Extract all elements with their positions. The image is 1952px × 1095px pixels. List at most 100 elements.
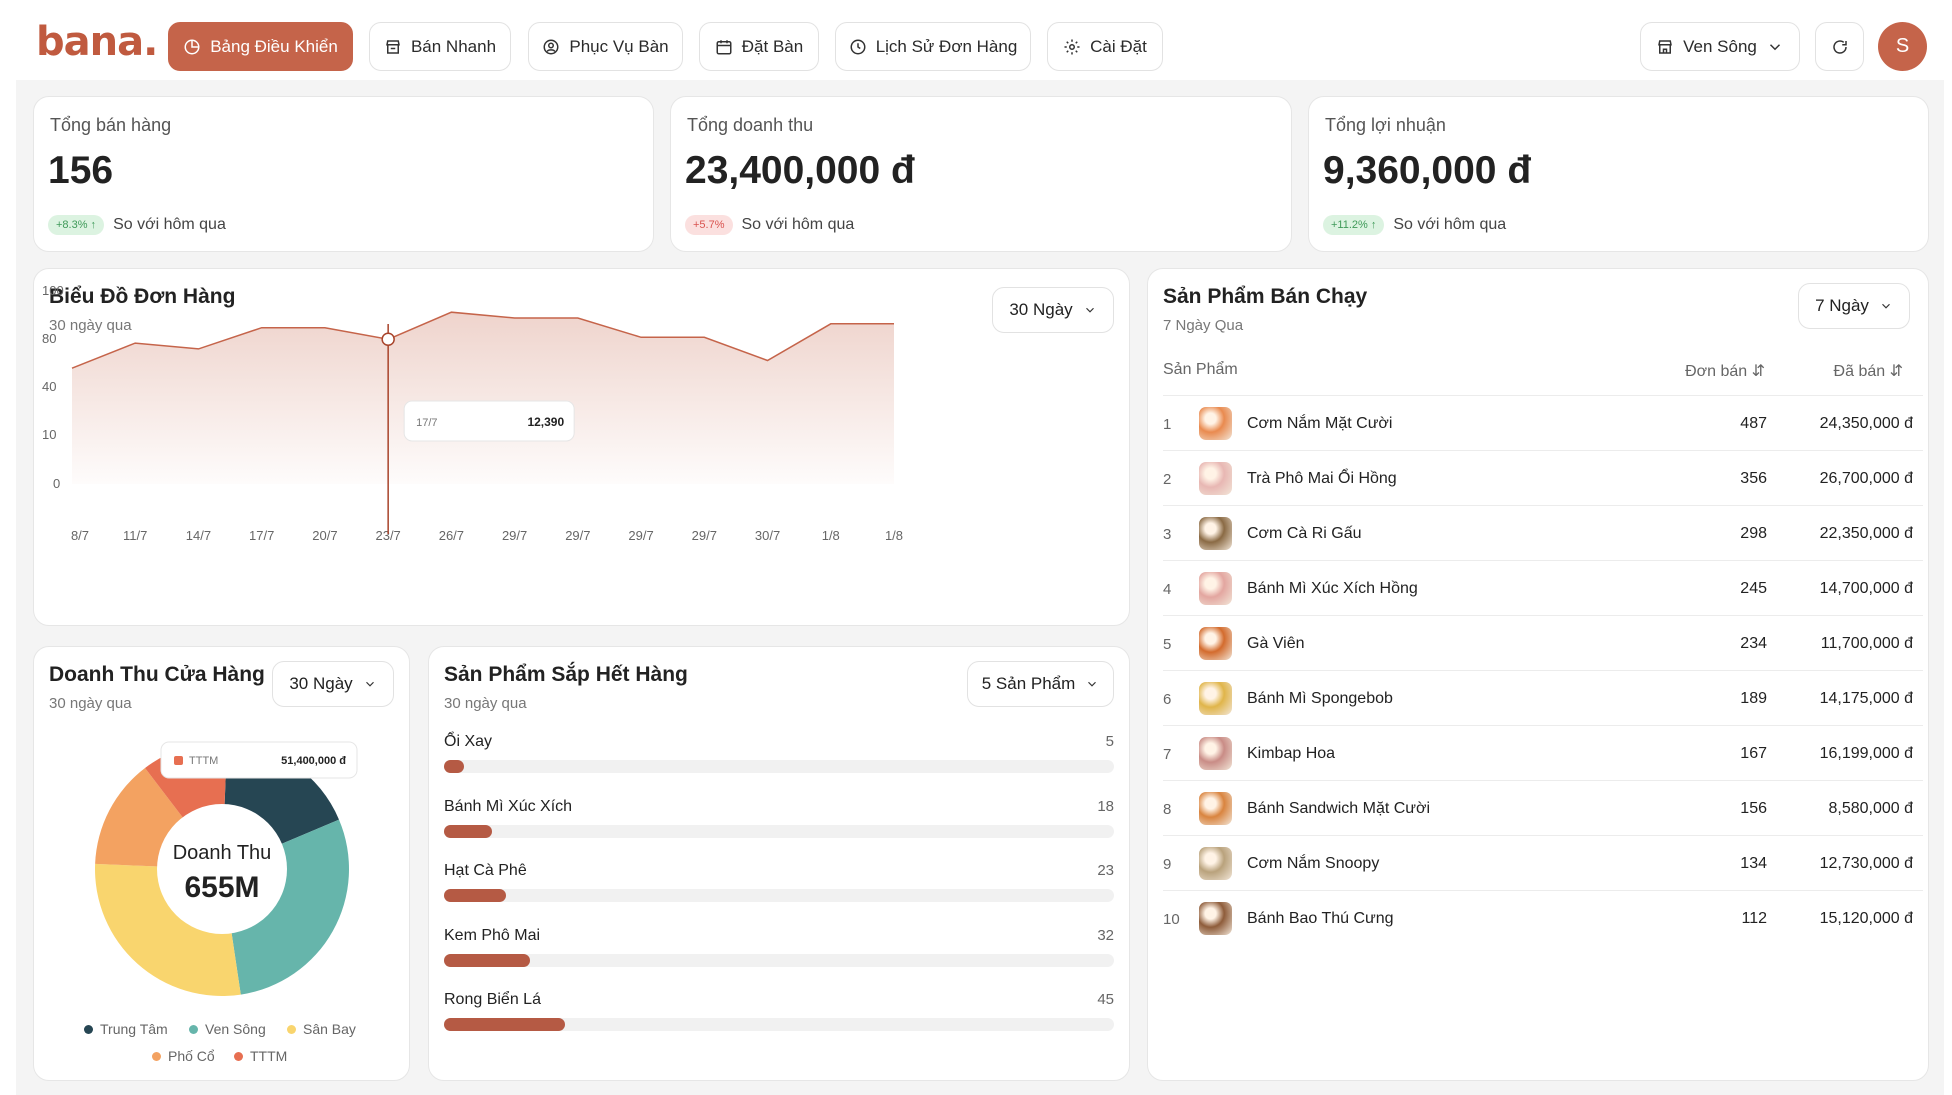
- order-chart-range-select[interactable]: 30 Ngày: [992, 287, 1114, 333]
- table-row[interactable]: 7 Kimbap Hoa 167 16,199,000 đ: [1163, 725, 1923, 780]
- table-row[interactable]: 4 Bánh Mì Xúc Xích Hồng 245 14,700,000 đ: [1163, 560, 1923, 615]
- stock-item-name: Bánh Mì Xúc Xích: [444, 797, 573, 815]
- change-badge: +8.3% ↑: [48, 215, 105, 235]
- product-thumbnail: [1199, 517, 1232, 550]
- column-header-sold[interactable]: Đã bán ⇵: [1833, 363, 1903, 380]
- table-row[interactable]: 10 Bánh Bao Thú Cưng 112 15,120,000 đ: [1163, 890, 1923, 945]
- x-tick-label: 29/7: [502, 528, 527, 543]
- product-thumbnail: [1199, 737, 1232, 770]
- nav-quick-sale-button[interactable]: Bán Nhanh: [369, 22, 511, 71]
- table-row[interactable]: 1 Cơm Nắm Mặt Cười 487 24,350,000 đ: [1163, 395, 1923, 450]
- card-subtitle: 30 ngày qua: [444, 695, 527, 712]
- product-thumbnail: [1199, 572, 1232, 605]
- series-line: [71, 311, 894, 369]
- legend-dot: [152, 1051, 161, 1061]
- nav-order-history-button[interactable]: Lịch Sử Đơn Hàng: [835, 22, 1031, 71]
- y-tick-label: 100: [42, 283, 64, 298]
- range-select-value: 30 Ngày: [289, 674, 353, 693]
- product-name: Bánh Sandwich Mặt Cười: [1247, 800, 1431, 817]
- low-stock-card: Sản Phẩm Sắp Hết Hàng 30 ngày qua 5 Sản …: [428, 646, 1130, 1081]
- table-row[interactable]: 8 Bánh Sandwich Mặt Cười 156 8,580,000 đ: [1163, 780, 1923, 835]
- table-row[interactable]: 5 Gà Viên 234 11,700,000 đ: [1163, 615, 1923, 670]
- product-sold: 15,120,000 đ: [1819, 910, 1913, 927]
- stat-value: 23,400,000 đ: [685, 149, 915, 192]
- revenue-donut-chart[interactable]: Doanh Thu 655M TTTM 51,400,000 đ: [34, 647, 411, 1082]
- x-tick-label: 23/7: [375, 528, 400, 543]
- chart-tooltip: 17/7 12,390: [403, 400, 575, 442]
- stock-item-name: Kem Phô Mai: [444, 926, 541, 944]
- card-title: Biểu Đồ Đơn Hàng: [49, 285, 236, 308]
- chevron-down-icon: [1085, 307, 1094, 313]
- product-sold: 26,700,000 đ: [1819, 470, 1913, 487]
- card-title: Doanh Thu Cửa Hàng: [49, 663, 265, 686]
- row-rank: 4: [1163, 581, 1172, 598]
- product-orders: 298: [1740, 525, 1767, 542]
- range-select-value: 30 Ngày: [1009, 300, 1073, 319]
- y-tick-label: 80: [42, 331, 56, 346]
- x-tick-label: 29/7: [565, 528, 590, 543]
- row-rank: 6: [1163, 691, 1172, 708]
- row-rank: 3: [1163, 526, 1172, 543]
- legend-dot: [234, 1051, 243, 1061]
- nav-settings-button[interactable]: Cài Đặt: [1047, 22, 1163, 71]
- row-rank: 1: [1163, 416, 1172, 433]
- column-header-orders[interactable]: Đơn bán ⇵: [1685, 363, 1765, 380]
- stat-label: Tổng bán hàng: [50, 115, 172, 135]
- product-sold: 24,350,000 đ: [1819, 415, 1913, 432]
- table-row[interactable]: 2 Trà Phô Mai Ổi Hồng 356 26,700,000 đ: [1163, 450, 1923, 505]
- product-orders: 167: [1740, 745, 1767, 762]
- product-sold: 11,700,000 đ: [1820, 635, 1913, 652]
- low-stock-range-select[interactable]: 5 Sản Phẩm: [967, 661, 1114, 707]
- stat-card-total-sales: Tổng bán hàng 156 +8.3% ↑ So với hôm qua: [33, 96, 654, 252]
- product-orders: 156: [1740, 800, 1767, 817]
- row-rank: 7: [1163, 746, 1172, 763]
- table-row[interactable]: 6 Bánh Mì Spongebob 189 14,175,000 đ: [1163, 670, 1923, 725]
- refresh-button[interactable]: [1815, 22, 1864, 71]
- highlight-point[interactable]: [381, 332, 395, 346]
- nav-table-service-button[interactable]: Phục Vụ Bàn: [528, 22, 683, 71]
- nav-reservation-button[interactable]: Đặt Bàn: [699, 22, 819, 71]
- branch-select[interactable]: Ven Sông: [1640, 22, 1800, 71]
- user-avatar[interactable]: S: [1878, 22, 1927, 71]
- legend-label: TTTM: [250, 1048, 288, 1064]
- range-select-value: 7 Ngày: [1815, 296, 1869, 315]
- product-orders: 245: [1740, 580, 1767, 597]
- x-tick-label: 1/8: [822, 528, 840, 543]
- x-tick-label: 8/7: [71, 528, 89, 543]
- stock-item-count: 23: [1097, 862, 1114, 879]
- donut-tooltip: TTTM 51,400,000 đ: [160, 741, 358, 779]
- product-orders: 356: [1740, 470, 1767, 487]
- revenue-range-select[interactable]: 30 Ngày: [272, 661, 394, 707]
- best-sellers-range-select[interactable]: 7 Ngày: [1798, 283, 1910, 329]
- row-rank: 8: [1163, 801, 1172, 818]
- stock-progress-fill: [444, 824, 493, 838]
- donut-slice[interactable]: [231, 819, 349, 995]
- stock-item-name: Ổi Xay: [444, 733, 493, 750]
- nav-dashboard-button[interactable]: Bảng Điều Khiển: [168, 22, 353, 71]
- donut-slice[interactable]: [95, 767, 184, 867]
- stock-progress-track: [444, 1018, 1114, 1031]
- stock-progress-track: [444, 760, 1114, 773]
- gear-icon: [1064, 39, 1080, 54]
- table-row[interactable]: 9 Cơm Nắm Snoopy 134 12,730,000 đ: [1163, 835, 1923, 890]
- card-subtitle: 30 ngày qua: [49, 317, 132, 334]
- product-sold: 12,730,000 đ: [1819, 855, 1913, 872]
- area-fill: [72, 312, 894, 484]
- x-tick-label: 1/8: [885, 528, 903, 543]
- nav-reservation-label: Đặt Bàn: [741, 36, 804, 56]
- product-thumbnail: [1199, 847, 1232, 880]
- product-name: Bánh Bao Thú Cưng: [1247, 910, 1394, 927]
- product-orders: 487: [1740, 415, 1767, 432]
- tooltip-date: 17/7: [416, 417, 437, 429]
- donut-slice[interactable]: [95, 863, 241, 996]
- table-row[interactable]: 3 Cơm Cà Ri Gấu 298 22,350,000 đ: [1163, 505, 1923, 560]
- legend-dot: [84, 1024, 93, 1034]
- best-sellers-card: Sản Phẩm Bán Chạy 7 Ngày Qua 7 Ngày Sản …: [1147, 268, 1929, 1081]
- stat-value: 156: [48, 149, 114, 192]
- product-thumbnail: [1199, 682, 1232, 715]
- bana-logo[interactable]: bana.: [36, 19, 158, 65]
- product-name: Cơm Nắm Mặt Cười: [1247, 415, 1393, 432]
- clock-icon: [850, 39, 866, 54]
- legend-label: Trung Tâm: [100, 1021, 168, 1037]
